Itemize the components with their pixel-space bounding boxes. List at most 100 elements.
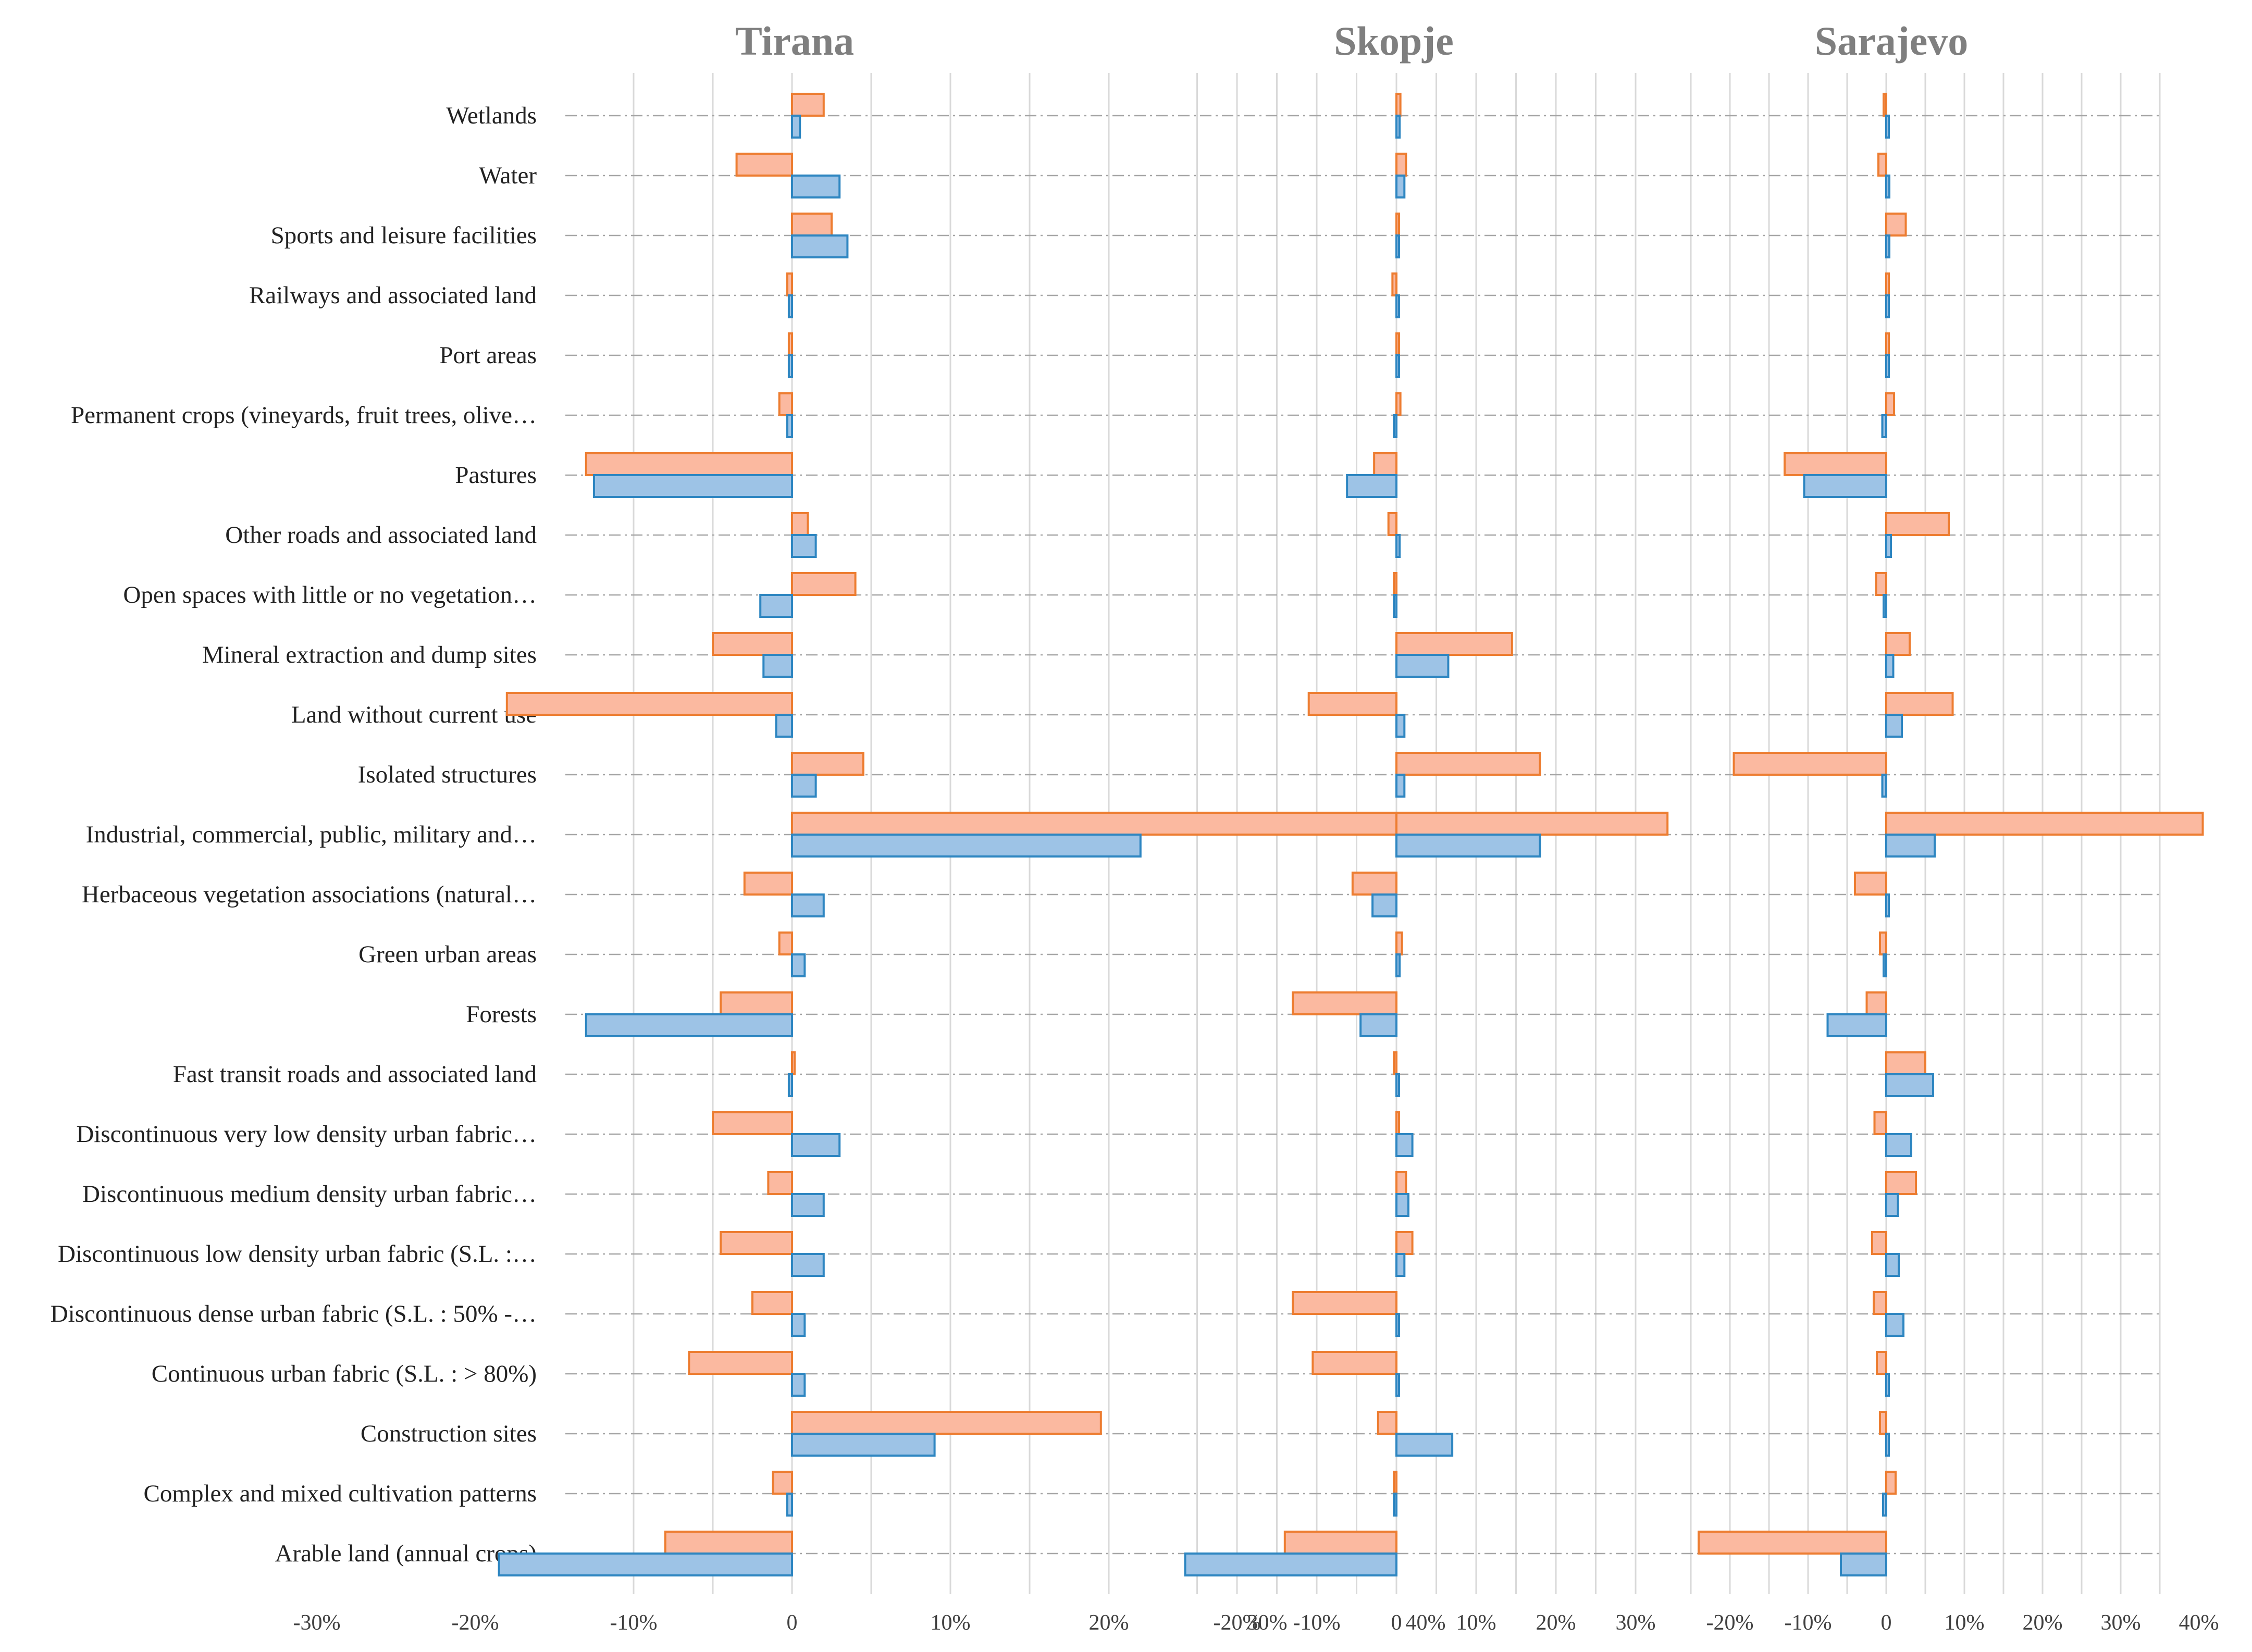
bar-orange	[1311, 1351, 1398, 1375]
bar-blue	[1393, 1493, 1397, 1517]
bar-orange	[712, 632, 793, 656]
bar-blue	[791, 234, 849, 258]
bar-orange	[1865, 991, 1887, 1015]
bar-blue	[1395, 953, 1401, 977]
bar-orange	[751, 1291, 793, 1315]
bar-orange	[712, 1111, 793, 1135]
bar-blue	[786, 414, 794, 438]
bar-blue	[791, 1313, 806, 1337]
bar-blue	[1881, 414, 1887, 438]
category-labels: Wetlands Water Sports and leisure faciliti…	[51, 102, 537, 1567]
bar-orange	[791, 93, 825, 117]
bar-orange	[1391, 272, 1398, 296]
category-label: Pastures	[455, 462, 537, 489]
category-label: Wetlands	[446, 102, 537, 129]
bar-blue	[1395, 1373, 1400, 1397]
bar-orange	[1395, 332, 1400, 356]
category-label: Other roads and associated land	[225, 521, 537, 549]
bar-blue	[498, 1552, 793, 1576]
bar-orange	[1733, 752, 1887, 776]
bar-orange	[1373, 452, 1397, 476]
tick-labels: -30% -20% -10% 0 10% 20% 30% 40% -20% -10% 0 10% 20%…	[293, 1611, 2219, 1635]
bar-blue	[759, 594, 793, 618]
bar-orange	[1885, 213, 1907, 237]
tick-label: -30%	[293, 1611, 341, 1635]
bar-blue	[1359, 1013, 1397, 1037]
bar-blue	[1393, 414, 1397, 438]
bar-blue	[1885, 1433, 1890, 1457]
tick-label: -20%	[1706, 1611, 1754, 1635]
bar-blue	[1882, 1493, 1887, 1517]
tick-label: 10%	[1456, 1611, 1496, 1635]
bar-blue	[1885, 354, 1890, 378]
bar-orange	[1395, 931, 1403, 955]
tick-label: 40%	[2179, 1611, 2219, 1635]
bar-orange	[1395, 632, 1513, 656]
category-label: Continuous urban fabric (S.L. : > 80%)	[152, 1360, 537, 1387]
bar-blue	[762, 654, 794, 678]
category-label: Land without current use	[291, 701, 537, 728]
bar-orange	[791, 572, 857, 596]
category-label: Construction sites	[361, 1420, 537, 1447]
tick-label: 40%	[1406, 1611, 1446, 1635]
bar-orange	[720, 1231, 793, 1255]
bar-orange	[1387, 512, 1397, 536]
bar-blue	[1395, 354, 1400, 378]
bar-orange	[1784, 452, 1887, 476]
tick-label: -20%	[452, 1611, 499, 1635]
category-label: Discontinuous medium density urban fabri…	[82, 1181, 537, 1208]
bar-blue	[791, 1373, 806, 1397]
bar-orange	[791, 213, 833, 237]
bar-orange	[1875, 572, 1887, 596]
category-label: Port areas	[439, 342, 537, 369]
bar-blue	[1885, 1073, 1934, 1097]
bar-blue	[787, 1073, 794, 1097]
bar-orange	[1871, 1231, 1887, 1255]
bar-orange	[720, 991, 793, 1015]
bar-blue	[1885, 834, 1936, 858]
bar-orange	[1885, 1051, 1926, 1075]
bar-blue	[786, 1493, 794, 1517]
bar-orange	[1283, 1531, 1398, 1555]
category-label: Isolated structures	[358, 761, 537, 788]
bar-orange	[1395, 1171, 1407, 1195]
bar-blue	[1885, 234, 1890, 258]
tick-label: 10%	[931, 1611, 971, 1635]
bar-orange	[1883, 93, 1887, 117]
tick-label: 0	[1881, 1611, 1892, 1635]
bar-blue	[1395, 834, 1541, 858]
bar-orange	[585, 452, 794, 476]
bar-blue	[1883, 953, 1887, 977]
tick-label: 30%	[1616, 1611, 1656, 1635]
bar-blue	[791, 953, 806, 977]
bar-blue	[1395, 1433, 1454, 1457]
bar-orange	[1395, 752, 1541, 776]
bar-orange	[1877, 153, 1887, 177]
bar-orange	[1395, 1111, 1400, 1135]
bar-blue	[1395, 534, 1401, 558]
bar-orange	[1395, 213, 1400, 237]
tick-label: 20%	[2023, 1611, 2063, 1635]
bar-orange	[1393, 1471, 1397, 1495]
tick-label: -10%	[610, 1611, 658, 1635]
category-label: Railways and associated land	[249, 282, 537, 309]
bar-blue	[1840, 1552, 1887, 1576]
bar-blue	[787, 354, 794, 378]
bar-blue	[593, 474, 793, 498]
tick-label: -20%	[1214, 1611, 1261, 1635]
bar-blue	[1395, 1193, 1409, 1217]
bar-blue	[791, 534, 817, 558]
bar-blue	[1395, 714, 1406, 738]
bar-blue	[791, 1193, 825, 1217]
bar-orange	[778, 931, 794, 955]
bar-orange	[1885, 692, 1954, 716]
tick-label: 30%	[2101, 1611, 2141, 1635]
bar-blue	[1885, 654, 1895, 678]
bars	[498, 93, 2204, 1576]
bar-blue	[1395, 1073, 1400, 1097]
bar-blue	[1885, 115, 1890, 139]
category-label: Herbaceous vegetation associations (natu…	[82, 881, 537, 908]
bar-orange	[772, 1471, 794, 1495]
category-label: Mineral extraction and dump sites	[202, 641, 537, 668]
